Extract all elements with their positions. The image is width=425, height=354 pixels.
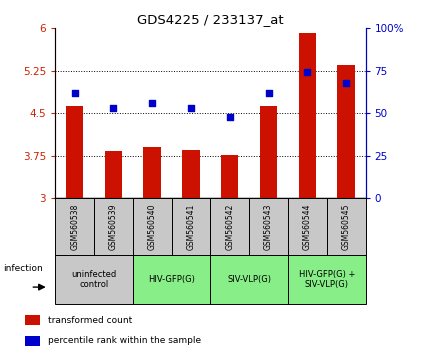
Text: HIV-GFP(G): HIV-GFP(G)	[148, 275, 195, 284]
Bar	[210, 255, 288, 304]
Point	[187, 105, 194, 111]
Text: transformed count: transformed count	[48, 316, 133, 325]
Text: GSM560542: GSM560542	[225, 203, 234, 250]
Point	[71, 90, 78, 96]
Point	[265, 90, 272, 96]
Point	[304, 70, 311, 75]
Point	[227, 114, 233, 120]
Bar	[25, 315, 40, 325]
Text: GSM560544: GSM560544	[303, 203, 312, 250]
Point	[343, 80, 349, 86]
Bar	[210, 198, 249, 255]
Text: GSM560538: GSM560538	[70, 203, 79, 250]
Bar	[299, 33, 316, 198]
Bar	[66, 107, 83, 198]
Bar	[288, 255, 366, 304]
Bar	[133, 255, 210, 304]
Point	[110, 105, 117, 111]
Bar	[249, 198, 288, 255]
Bar	[105, 151, 122, 198]
Bar	[260, 106, 277, 198]
Text: HIV-GFP(G) +
SIV-VLP(G): HIV-GFP(G) + SIV-VLP(G)	[298, 270, 355, 289]
Text: infection: infection	[3, 264, 42, 273]
Bar	[133, 198, 172, 255]
Text: GSM560543: GSM560543	[264, 203, 273, 250]
Bar	[182, 149, 200, 198]
Title: GDS4225 / 233137_at: GDS4225 / 233137_at	[137, 13, 284, 26]
Text: uninfected
control: uninfected control	[71, 270, 116, 289]
Bar	[221, 155, 238, 198]
Bar	[144, 147, 161, 198]
Bar	[25, 336, 40, 346]
Bar	[94, 198, 133, 255]
Bar	[172, 198, 210, 255]
Text: GSM560539: GSM560539	[109, 203, 118, 250]
Text: percentile rank within the sample: percentile rank within the sample	[48, 336, 201, 345]
Point	[149, 100, 156, 106]
Bar	[337, 65, 355, 198]
Bar	[327, 198, 366, 255]
Text: GSM560545: GSM560545	[342, 203, 351, 250]
Bar	[55, 198, 94, 255]
Text: GSM560541: GSM560541	[187, 203, 196, 250]
Bar	[288, 198, 327, 255]
Text: GSM560540: GSM560540	[148, 203, 157, 250]
Text: SIV-VLP(G): SIV-VLP(G)	[227, 275, 271, 284]
Bar	[55, 255, 133, 304]
